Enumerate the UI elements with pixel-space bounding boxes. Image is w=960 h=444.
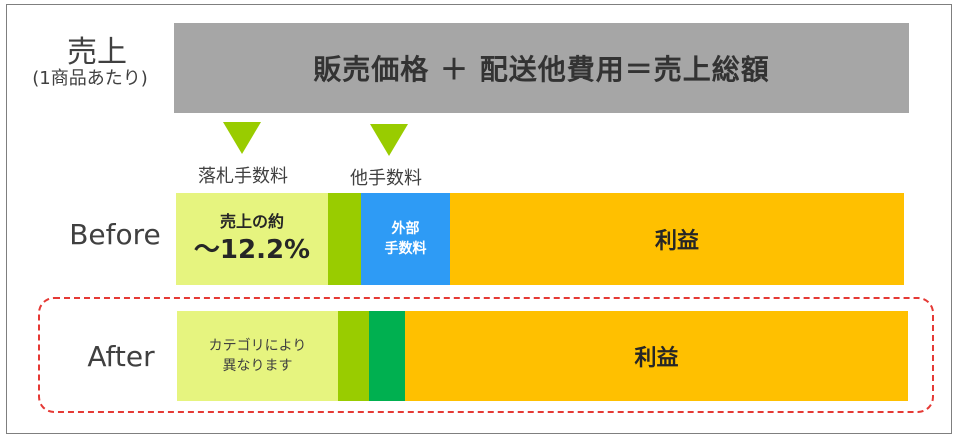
formula-banner: 販売価格 ＋ 配送他費用＝売上総額 [174, 23, 909, 113]
before-bid-fee-text-2: ～12.2% [193, 235, 311, 265]
other-fee-label: 他手数料 [350, 168, 422, 189]
after-bid-fee-segment: カテゴリにより 異なります [177, 311, 338, 401]
after-highlight-border [38, 297, 934, 413]
after-other-fee-segment [338, 311, 369, 401]
before-external-fee-text-2: 手数料 [384, 241, 427, 257]
formula-text: 販売価格 ＋ 配送他費用＝売上総額 [313, 53, 770, 86]
before-bid-fee-segment: 売上の約 ～12.2% [176, 193, 328, 285]
after-bid-fee-text-2: 異なります [222, 358, 293, 374]
winning-bid-fee-label: 落札手数料 [198, 166, 288, 187]
after-fee-segment [369, 311, 405, 401]
sales-label: 売上 [67, 35, 127, 70]
after-profit-segment: 利益 [405, 311, 908, 401]
before-bid-fee-text-1: 売上の約 [219, 212, 284, 231]
before-external-fee-segment: 外部 手数料 [361, 193, 450, 285]
before-other-fee-segment [328, 193, 361, 285]
after-bid-fee-text-1: カテゴリにより [208, 338, 307, 354]
before-label: Before [69, 218, 161, 251]
after-label: After [87, 340, 155, 373]
winning-bid-fee-arrow-icon [223, 122, 261, 154]
sales-sublabel: (1商品あたり) [32, 68, 148, 89]
other-fee-arrow-icon [370, 124, 408, 156]
before-profit-text: 利益 [654, 229, 699, 254]
before-profit-segment: 利益 [450, 193, 904, 285]
before-external-fee-text-1: 外部 [391, 221, 420, 237]
after-profit-text: 利益 [634, 346, 679, 371]
